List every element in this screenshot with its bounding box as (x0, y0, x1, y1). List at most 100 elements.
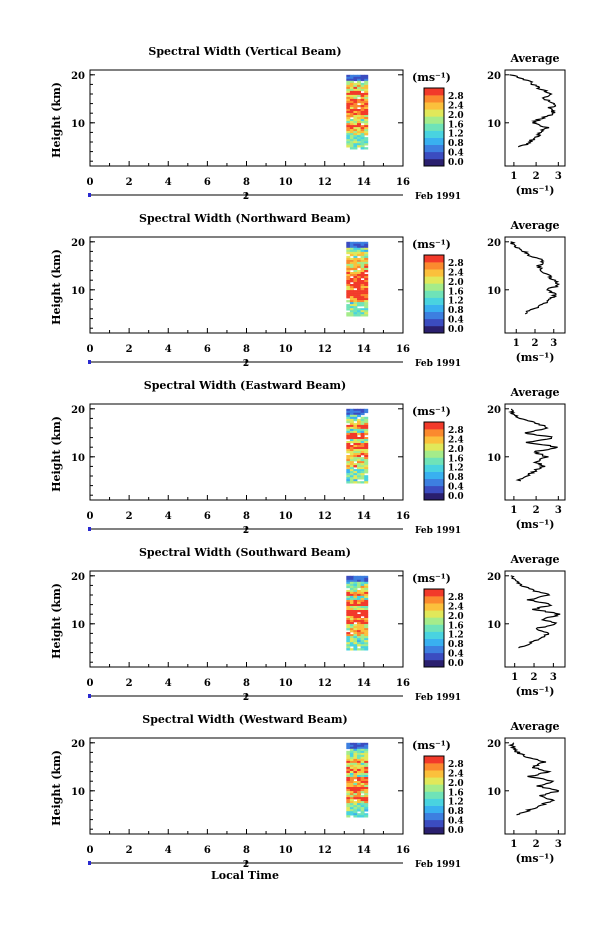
heatmap-cell (349, 109, 354, 112)
heatmap-cell (353, 614, 358, 617)
heatmap-cell (360, 648, 365, 651)
heatmap-cell (360, 791, 365, 794)
heatmap-cell (357, 451, 361, 454)
colorbar-swatch (424, 492, 444, 501)
heatmap-cell (346, 276, 351, 279)
heatmap-cell (357, 426, 361, 430)
heatmap-cell (357, 599, 361, 603)
heatmap-cell (360, 583, 365, 587)
heatmap-cell (360, 107, 365, 110)
x-tick-label: 8 (243, 177, 250, 188)
heatmap-cell (360, 412, 365, 416)
heatmap-cell (357, 259, 361, 263)
heatmap-cell (346, 428, 351, 432)
heatmap-cell (346, 109, 351, 112)
heatmap-cell (360, 465, 365, 468)
y-axis-label: Height (km) (50, 249, 63, 325)
heatmap-cell (360, 249, 365, 253)
panel-3: Spectral Width (Southward Beam) Height (k… (50, 546, 566, 703)
heatmap-cell (353, 744, 358, 748)
heatmap-cell (353, 583, 358, 587)
heatmap-cell (360, 762, 365, 766)
heatmap-cell (353, 626, 358, 629)
y-tick-label: 10 (71, 286, 85, 297)
x-tick-label: 6 (204, 177, 211, 188)
heatmap-cell (353, 296, 358, 299)
heatmap-cell (364, 461, 369, 464)
heatmap-cell (349, 145, 354, 148)
average-title: Average (509, 386, 559, 399)
heatmap-cell (360, 276, 365, 279)
heatmap-cell (364, 479, 369, 482)
heatmap-cell (353, 439, 358, 442)
colorbar-swatch (424, 638, 444, 647)
heatmap-cell (364, 100, 369, 104)
x-tick-label: 8 (243, 511, 250, 522)
colorbar-swatch (424, 485, 444, 494)
heatmap-cell (364, 267, 369, 271)
colorbar-frame (423, 254, 445, 334)
panel-4: Spectral Width (Westward Beam) Height (km… (50, 713, 566, 870)
heatmap-cell (364, 300, 369, 303)
heatmap-cell (353, 624, 358, 627)
heatmap-cell (346, 628, 351, 631)
heatmap-cell (364, 109, 369, 112)
heatmap-cell (360, 145, 365, 148)
heatmap-cell (349, 133, 354, 136)
heatmap-cell (364, 762, 369, 766)
heatmap (346, 575, 369, 651)
heatmap-cell (360, 98, 365, 102)
heatmap-cell (360, 113, 365, 116)
heatmap-cell (357, 420, 361, 424)
colorbar-swatch (424, 276, 444, 284)
y-tick-label: 10 (71, 620, 85, 631)
heatmap-cell (357, 76, 361, 80)
heatmap-cell (360, 787, 365, 790)
heatmap-cell (353, 581, 358, 585)
x-tick-label: 0 (87, 845, 94, 856)
heatmap-cell (353, 447, 358, 450)
heatmap-cell (346, 115, 351, 118)
heatmap-cell (364, 430, 369, 434)
heatmap-cell (353, 432, 358, 436)
heatmap-cell (353, 758, 358, 762)
heatmap-cell (360, 632, 365, 635)
heatmap-cell (364, 92, 369, 96)
heatmap-cell (360, 642, 365, 645)
heatmap-cell (353, 805, 358, 808)
heatmap-cell (357, 457, 361, 460)
heatmap-cell (364, 274, 369, 277)
heatmap-cell (364, 589, 369, 593)
panel-title: Spectral Width (Westward Beam) (142, 713, 347, 726)
heatmap-cell (349, 760, 354, 764)
heatmap-cell (357, 634, 361, 637)
colorbar-tick-label: 2.0 (448, 111, 464, 121)
heatmap-cell (353, 752, 358, 756)
heatmap-cell (349, 426, 354, 430)
x-tick-label: 10 (279, 511, 293, 522)
heatmap-cell (360, 628, 365, 631)
heatmap-cell (360, 807, 365, 810)
heatmap-cell (349, 589, 354, 593)
heatmap-cell (353, 255, 358, 259)
heatmap-cell (364, 614, 369, 617)
panel-0: Spectral Width (Vertical Beam) Height (km… (50, 45, 566, 202)
x-tick-label: 16 (396, 177, 410, 188)
heatmap-cell (346, 459, 351, 462)
heatmap-cell (360, 742, 365, 746)
date-marker-label: 2 (243, 693, 249, 703)
heatmap-cell (353, 119, 358, 122)
heatmap-cell (349, 604, 354, 607)
heatmap-cell (346, 139, 351, 142)
heatmap-cell (364, 105, 369, 108)
heatmap-cell (360, 420, 365, 424)
heatmap-cell (349, 420, 354, 424)
colorbar-swatch (424, 269, 444, 277)
heatmap-cell (357, 579, 361, 583)
colorbar-unit: (ms⁻¹) (412, 572, 451, 585)
heatmap-cell (353, 300, 358, 303)
colorbar-swatch (424, 763, 444, 771)
heatmap-cell (364, 270, 369, 273)
heatmap-cell (346, 463, 351, 466)
heatmap-cell (360, 646, 365, 649)
